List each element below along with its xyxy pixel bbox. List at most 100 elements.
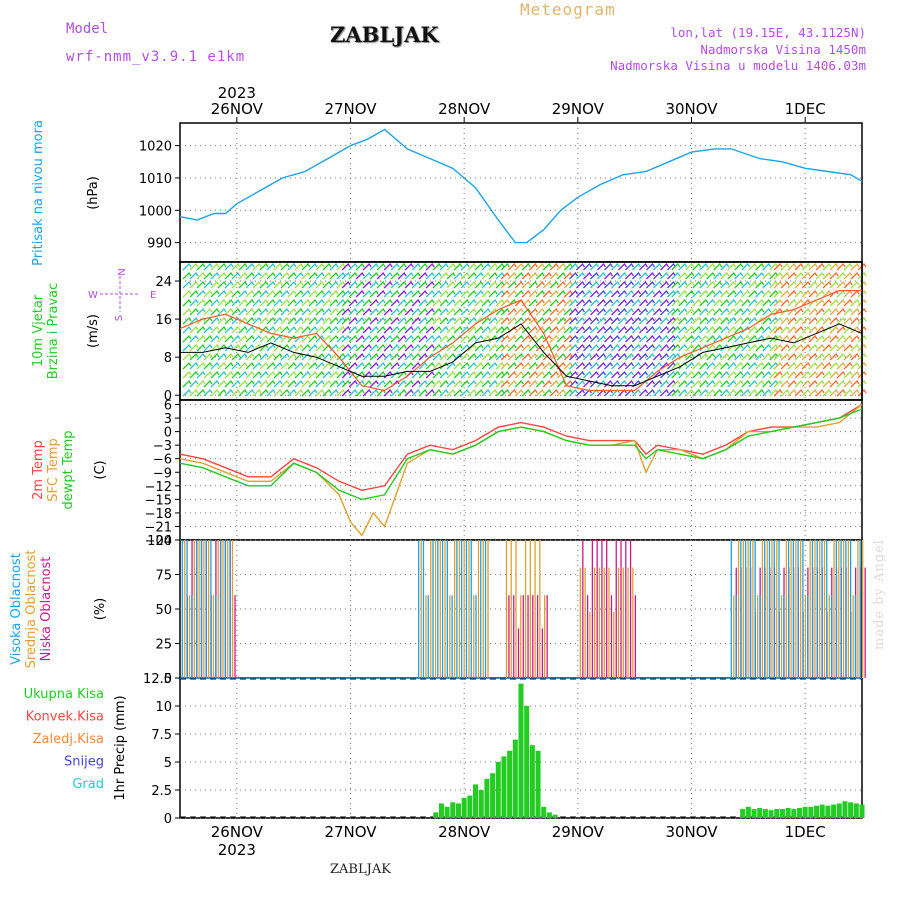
wind-barb bbox=[425, 379, 435, 388]
wind-barb bbox=[618, 361, 628, 370]
wind-barb bbox=[329, 325, 339, 334]
wind-barb bbox=[474, 325, 484, 334]
wind-barb bbox=[280, 352, 290, 361]
wind-barb bbox=[741, 352, 751, 361]
wind-barb bbox=[741, 379, 751, 388]
wind-barb bbox=[294, 280, 304, 289]
wind-barb bbox=[653, 370, 663, 379]
wind-barb bbox=[348, 316, 358, 325]
wind-barb bbox=[857, 325, 867, 334]
wind-barb bbox=[542, 280, 552, 289]
wind-barb bbox=[671, 307, 681, 316]
wind-barb bbox=[857, 343, 867, 352]
wind-barb bbox=[678, 271, 688, 280]
wind-barb bbox=[259, 379, 269, 388]
wind-dir-cross bbox=[100, 276, 140, 312]
wind-barb bbox=[563, 325, 573, 334]
wind-barb bbox=[625, 289, 635, 298]
wind-barb bbox=[418, 271, 428, 280]
cloud-axis-label: Srednja Oblacnost bbox=[24, 550, 39, 669]
wind-barb bbox=[755, 307, 765, 316]
wind-barb bbox=[252, 307, 262, 316]
wind-barb bbox=[706, 343, 716, 352]
y-tick-label: 8 bbox=[164, 351, 172, 366]
wind-barb bbox=[660, 271, 670, 280]
wind-barb bbox=[801, 298, 811, 307]
wind-barb bbox=[481, 388, 491, 397]
wind-barb bbox=[836, 316, 846, 325]
wind-barb bbox=[383, 388, 393, 397]
wind-barb bbox=[238, 361, 248, 370]
wind-barb bbox=[404, 379, 414, 388]
wind-barb bbox=[252, 289, 262, 298]
wind-barb bbox=[390, 370, 400, 379]
wind-barb bbox=[741, 262, 751, 271]
wind-barb bbox=[706, 289, 716, 298]
wind-barb bbox=[646, 298, 656, 307]
wind-barb bbox=[521, 262, 531, 271]
wind-barb bbox=[488, 316, 498, 325]
wind-barb bbox=[301, 361, 311, 370]
wind-barb bbox=[769, 325, 779, 334]
y-tick-label: 6 bbox=[164, 399, 172, 414]
wind-barb bbox=[692, 379, 702, 388]
wind-barb bbox=[801, 334, 811, 343]
wind-barb bbox=[611, 325, 621, 334]
wind-barb bbox=[355, 280, 365, 289]
wind-barb bbox=[542, 370, 552, 379]
wind-barb bbox=[604, 343, 614, 352]
wind-barb bbox=[734, 262, 744, 271]
wind-barb bbox=[857, 307, 867, 316]
wind-barb bbox=[231, 388, 241, 397]
wind-barb bbox=[453, 352, 463, 361]
wind-barb bbox=[280, 271, 290, 280]
wind-barb bbox=[556, 280, 566, 289]
wind-barb bbox=[583, 352, 593, 361]
wind-barb bbox=[713, 325, 723, 334]
x-day-label-bottom: 26NOV bbox=[211, 823, 264, 841]
wind-barb bbox=[210, 379, 220, 388]
wind-barb bbox=[769, 271, 779, 280]
wind-barb bbox=[273, 271, 283, 280]
wind-barb bbox=[678, 298, 688, 307]
wind-barb bbox=[481, 298, 491, 307]
wind-barb bbox=[720, 262, 730, 271]
wind-barb bbox=[495, 307, 505, 316]
wind-barb bbox=[569, 298, 579, 307]
wind-barb bbox=[699, 379, 709, 388]
wind-barb bbox=[699, 334, 709, 343]
wind-barb bbox=[660, 334, 670, 343]
wind-barb bbox=[273, 289, 283, 298]
wind-barb bbox=[706, 325, 716, 334]
wind-barb bbox=[653, 262, 663, 271]
wind-barb bbox=[514, 352, 524, 361]
wind-barb bbox=[231, 352, 241, 361]
wind-barb bbox=[245, 271, 255, 280]
wind-barb bbox=[611, 316, 621, 325]
wind-barb bbox=[528, 361, 538, 370]
wind-barb bbox=[667, 343, 677, 352]
wind-barb bbox=[329, 370, 339, 379]
wind-barb bbox=[329, 307, 339, 316]
wind-barb bbox=[294, 316, 304, 325]
wind-barb bbox=[720, 370, 730, 379]
wind-barb bbox=[507, 370, 517, 379]
wind-barb bbox=[280, 280, 290, 289]
wind-barb bbox=[425, 316, 435, 325]
wind-barb bbox=[822, 325, 832, 334]
wind-barb bbox=[287, 280, 297, 289]
wind-barb bbox=[182, 316, 192, 325]
wind-barb bbox=[210, 298, 220, 307]
y-tick-label: 1010 bbox=[139, 172, 172, 187]
wind-barb bbox=[196, 352, 206, 361]
wind-barb bbox=[653, 388, 663, 397]
wind-barb bbox=[597, 361, 607, 370]
wind-barb bbox=[453, 307, 463, 316]
wind-barb bbox=[203, 262, 213, 271]
wind-barb bbox=[294, 325, 304, 334]
wind-barb bbox=[667, 316, 677, 325]
wind-barb bbox=[653, 343, 663, 352]
wind-barb bbox=[266, 370, 276, 379]
wind-barb bbox=[336, 325, 346, 334]
wind-barb bbox=[706, 280, 716, 289]
